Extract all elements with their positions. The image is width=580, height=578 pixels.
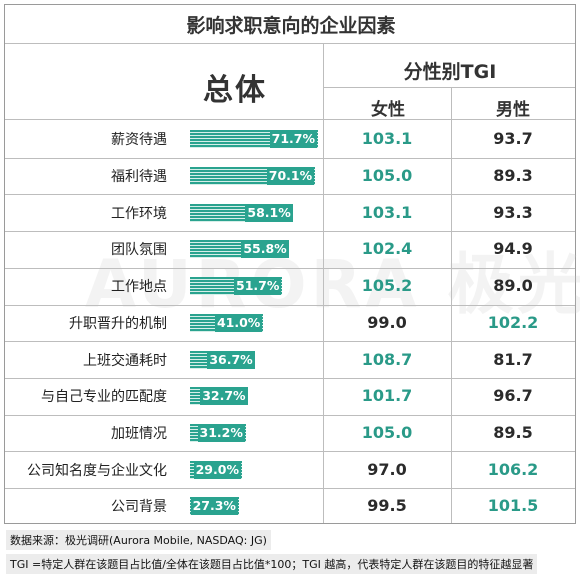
title-divider bbox=[5, 43, 575, 44]
header-divider bbox=[5, 119, 575, 120]
tgi-female-value: 102.4 bbox=[361, 239, 413, 259]
footnote-tgi: TGI =特定人群在该题目占比值/全体在该题目占比值*100；TGI 越高，代表… bbox=[6, 554, 538, 574]
overall-divider bbox=[323, 43, 324, 523]
tgi-male-value: 93.3 bbox=[493, 202, 533, 222]
tgi-male-value: 102.2 bbox=[487, 312, 539, 332]
overall-value-label: 27.3% bbox=[190, 497, 238, 516]
watermark: AURORA 极光 bbox=[85, 246, 580, 323]
tgi-male-value: 81.7 bbox=[493, 349, 533, 369]
row-divider bbox=[5, 488, 575, 489]
row-divider bbox=[5, 451, 575, 453]
tgi-male-value: 96.7 bbox=[493, 386, 533, 406]
tgi-female-value: 105.0 bbox=[361, 166, 413, 186]
tgi-male-value: 106.2 bbox=[487, 459, 539, 479]
tgi-female-value: 108.7 bbox=[361, 349, 413, 369]
row-label: 升职晋升的机制 bbox=[69, 315, 167, 332]
tgi-divider bbox=[323, 87, 575, 88]
row-label: 工作地点 bbox=[111, 279, 167, 296]
row-divider bbox=[5, 414, 575, 416]
row-label: 上班交通耗时 bbox=[83, 352, 167, 369]
tgi-female-value: 105.2 bbox=[361, 276, 413, 296]
overall-value-label: 55.8% bbox=[241, 240, 289, 259]
tgi-female-value: 97.0 bbox=[367, 459, 407, 479]
overall-header: 总体 bbox=[203, 73, 267, 108]
male-header: 男性 bbox=[496, 100, 530, 120]
tgi-female-value: 103.1 bbox=[361, 129, 413, 149]
row-label: 公司背景 bbox=[111, 499, 167, 516]
overall-value-label: 70.1% bbox=[266, 167, 315, 186]
row-divider bbox=[5, 231, 575, 233]
overall-value-label: 58.1% bbox=[245, 203, 293, 222]
overall-value-label: 29.0% bbox=[193, 460, 241, 479]
female-header: 女性 bbox=[371, 100, 405, 120]
overall-value-label: 41.0% bbox=[214, 313, 263, 332]
tgi-male-value: 89.5 bbox=[493, 422, 533, 442]
tgi-male-value: 101.5 bbox=[487, 496, 539, 516]
row-divider bbox=[5, 377, 575, 379]
tgi-male-value: 93.7 bbox=[493, 129, 533, 149]
overall-value-label: 32.7% bbox=[200, 387, 248, 406]
tgi-header: 分性别TGI bbox=[403, 61, 497, 83]
row-label: 工作环境 bbox=[111, 205, 167, 222]
tgi-female-value: 99.0 bbox=[367, 312, 407, 332]
row-divider bbox=[5, 341, 575, 343]
tgi-male-value: 89.0 bbox=[493, 276, 533, 296]
row-label: 福利待遇 bbox=[111, 169, 167, 186]
row-label: 薪资待遇 bbox=[111, 132, 167, 149]
chart-title: 影响求职意向的企业因素 bbox=[186, 15, 396, 37]
overall-value-label: 31.2% bbox=[197, 423, 245, 442]
chart-frame: 影响求职意向的企业因素 总体 分性别TGI 女性 男性 AURORA 极光 薪资… bbox=[4, 4, 580, 524]
footnote-source: 数据来源：极光调研(Aurora Mobile, NASDAQ: JG) bbox=[6, 530, 271, 550]
overall-value-label: 71.7% bbox=[269, 130, 317, 149]
row-divider bbox=[5, 157, 575, 159]
tgi-female-value: 105.0 bbox=[361, 422, 413, 442]
tgi-female-value: 99.5 bbox=[367, 496, 407, 516]
tgi-male-value: 89.3 bbox=[493, 166, 533, 186]
overall-value-label: 36.7% bbox=[207, 350, 255, 369]
overall-value-label: 51.7% bbox=[234, 277, 282, 296]
row-label: 团队氛围 bbox=[111, 242, 167, 259]
tgi-female-value: 103.1 bbox=[361, 202, 413, 222]
row-divider bbox=[5, 194, 575, 196]
tgi-male-value: 94.9 bbox=[493, 239, 533, 259]
row-label: 与自己专业的匹配度 bbox=[41, 389, 167, 406]
row-divider bbox=[5, 267, 575, 269]
row-divider bbox=[5, 304, 575, 306]
row-label: 加班情况 bbox=[111, 425, 167, 442]
tgi-female-value: 101.7 bbox=[361, 386, 413, 406]
row-label: 公司知名度与企业文化 bbox=[27, 462, 167, 479]
